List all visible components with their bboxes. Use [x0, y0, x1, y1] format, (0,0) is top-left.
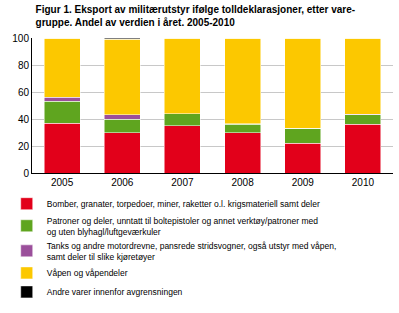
svg-text:Figur 1. Eksport av militæruts: Figur 1. Eksport av militærutstyr ifølge…	[36, 4, 356, 28]
svg-text:Tanks og andre motordrevne, pa: Tanks og andre motordrevne, pansrede str…	[47, 241, 337, 262]
svg-text:2010: 2010	[352, 177, 375, 188]
svg-text:60: 60	[18, 87, 30, 98]
svg-text:Våpen og våpendeler: Våpen og våpendeler	[47, 268, 128, 278]
svg-text:0: 0	[23, 168, 29, 179]
svg-text:2005: 2005	[51, 177, 74, 188]
svg-text:2008: 2008	[231, 177, 254, 188]
svg-text:40: 40	[18, 114, 30, 125]
svg-text:Patroner og deler, unntatt til: Patroner og deler, unntatt til boltepist…	[47, 216, 318, 237]
svg-text:Andre varer innenfor avgrensni: Andre varer innenfor avgrensningen	[47, 287, 183, 297]
svg-text:20: 20	[18, 141, 30, 152]
svg-text:2009: 2009	[292, 177, 315, 188]
svg-text:100: 100	[12, 33, 29, 44]
svg-text:Bomber, granater, torpedoer, m: Bomber, granater, torpedoer, miner, rake…	[47, 199, 320, 209]
svg-text:2006: 2006	[111, 177, 134, 188]
svg-text:80: 80	[18, 60, 30, 71]
svg-text:2007: 2007	[171, 177, 194, 188]
